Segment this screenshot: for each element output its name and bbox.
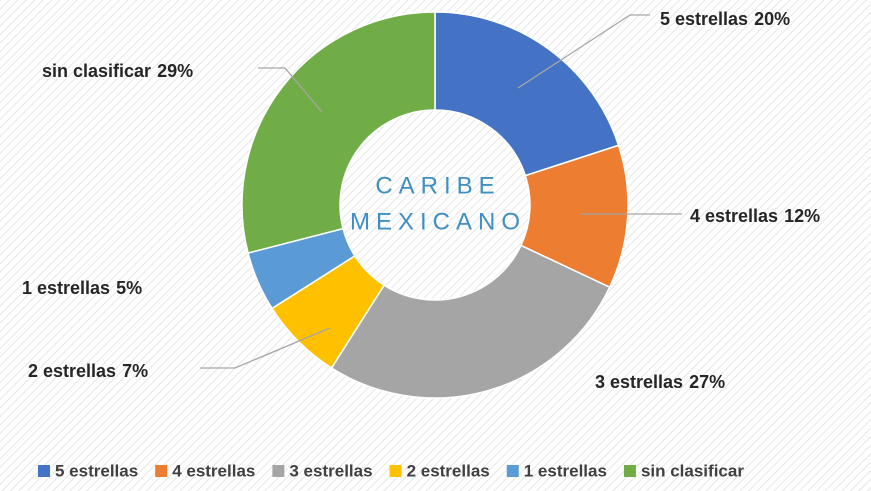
- data-label: 4 estrellas 12%: [690, 206, 820, 226]
- legend-swatch: [389, 465, 402, 477]
- legend-label: 3 estrellas: [289, 461, 372, 480]
- data-label: 5 estrellas 20%: [660, 9, 790, 29]
- center-logo: MEXICANO: [350, 208, 526, 235]
- data-label-value: 12%: [784, 206, 820, 226]
- leader-line: [258, 67, 323, 113]
- legend-swatch: [506, 465, 519, 477]
- data-label-category: 4 estrellas: [690, 206, 778, 226]
- data-label-value: 29%: [157, 61, 193, 81]
- data-label-category: 2 estrellas: [28, 361, 116, 381]
- data-label-category: 1 estrellas: [22, 278, 110, 298]
- legend-swatch: [155, 465, 168, 477]
- data-label: 2 estrellas 7%: [28, 361, 148, 381]
- legend-label: 2 estrellas: [407, 461, 490, 480]
- leader-line: [200, 327, 331, 369]
- legend-swatch: [623, 465, 636, 477]
- donut-slice: [330, 244, 611, 399]
- leader-line: [517, 14, 650, 89]
- center-logo: CARIBE: [375, 172, 500, 199]
- data-label-value: 5%: [116, 278, 142, 298]
- donut-slice: [241, 11, 436, 254]
- data-label-value: 20%: [754, 9, 790, 29]
- data-label: sin clasificar 29%: [42, 61, 193, 81]
- legend-label: 4 estrellas: [172, 461, 255, 480]
- data-label-category: 5 estrellas: [660, 9, 748, 29]
- legend-swatch: [272, 465, 285, 477]
- legend-label: 1 estrellas: [524, 461, 607, 480]
- data-label-value: 7%: [122, 361, 148, 381]
- data-label: 1 estrellas 5%: [22, 278, 142, 298]
- data-label: 3 estrellas 27%: [595, 372, 725, 392]
- data-label-category: sin clasificar: [42, 61, 151, 81]
- donut-slice: [434, 11, 620, 177]
- legend-label: 5 estrellas: [55, 461, 138, 480]
- data-label-value: 27%: [689, 372, 725, 392]
- legend-swatch: [38, 465, 50, 477]
- data-label-category: 3 estrellas: [595, 372, 683, 392]
- legend-label: sin clasificar: [641, 461, 744, 480]
